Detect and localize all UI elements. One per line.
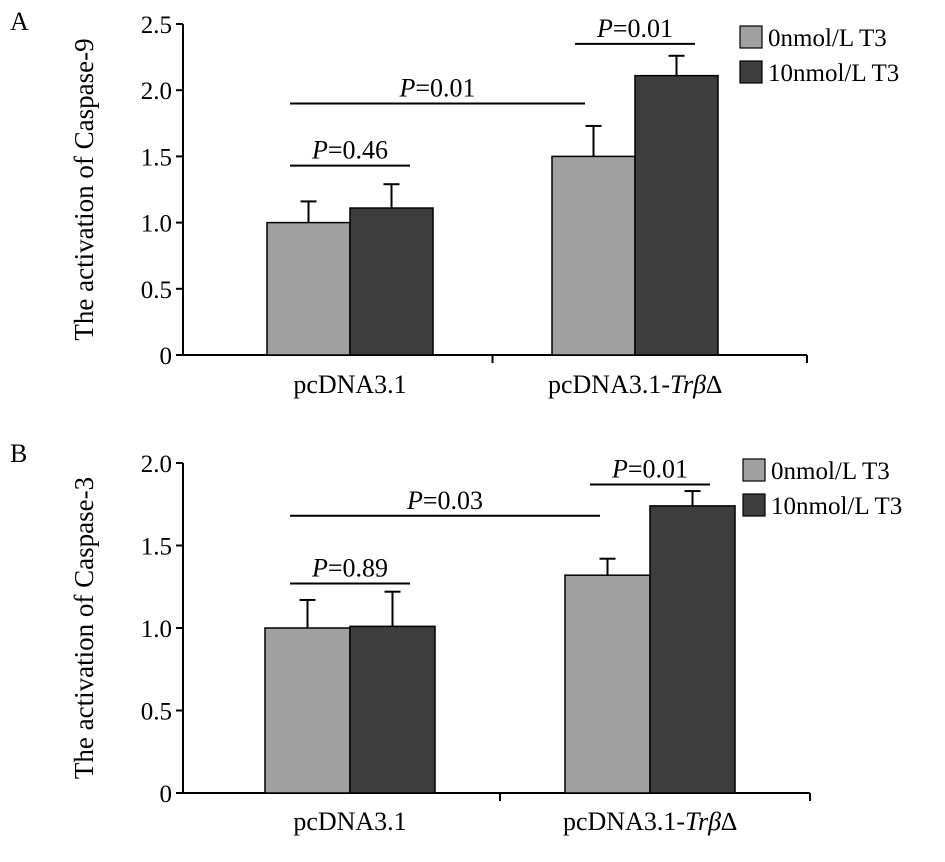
legend-label: 10nmol/L T3 bbox=[768, 60, 899, 87]
significance-value: =0.03 bbox=[423, 486, 483, 515]
y-tick-label: 2.0 bbox=[141, 78, 172, 105]
panel-a: A The activation of Caspase-9 0 0.5 1.0 1.5 2.… bbox=[10, 7, 899, 399]
legend-swatch bbox=[739, 25, 763, 49]
y-tick-label: 0.5 bbox=[141, 699, 172, 726]
x-category-label-main: pcDNA3.1- bbox=[548, 370, 670, 399]
x-category-label: pcDNA3.1 bbox=[293, 370, 406, 399]
panel-b: B The activation of Caspase-3 0 0.5 1.0 1.5 2.… bbox=[10, 439, 902, 836]
significance-value: =0.01 bbox=[613, 14, 673, 43]
y-tick-label: 0 bbox=[160, 343, 173, 370]
legend-swatch bbox=[742, 458, 766, 482]
significance-p: P bbox=[311, 136, 328, 165]
y-tick-label: 2.0 bbox=[141, 451, 172, 478]
significance-p: P bbox=[611, 454, 628, 483]
bar-0nmol-cat1 bbox=[551, 155, 636, 356]
y-tick-label: 1.0 bbox=[141, 616, 172, 643]
y-axis-label: The activation of Caspase-3 bbox=[69, 477, 99, 779]
significance-p: P bbox=[311, 553, 328, 582]
y-tick-label: 0 bbox=[160, 781, 173, 808]
legend-label: 10nmol/L T3 bbox=[771, 493, 902, 520]
x-category-label-main: pcDNA3.1 bbox=[293, 807, 406, 836]
bar-0nmol-cat1 bbox=[564, 574, 651, 794]
legend-swatch bbox=[742, 493, 766, 517]
x-category-label-main: pcDNA3.1- bbox=[563, 807, 685, 836]
x-category-label: pcDNA3.1 bbox=[293, 807, 406, 836]
legend-label: 0nmol/L T3 bbox=[768, 25, 887, 52]
bar-10nmol-cat1 bbox=[649, 505, 736, 794]
bar-0nmol-cat0 bbox=[266, 221, 351, 356]
y-tick-label: 1.0 bbox=[141, 211, 172, 238]
bar-10nmol-cat1 bbox=[634, 74, 719, 356]
significance-label: P=0.03 bbox=[406, 486, 483, 515]
x-category-label-italic: Trβ∆ bbox=[670, 370, 722, 399]
panel-letter: B bbox=[10, 439, 27, 468]
significance-label: P=0.01 bbox=[398, 73, 475, 102]
significance-value: =0.01 bbox=[628, 454, 688, 483]
bar-10nmol-cat0 bbox=[349, 207, 434, 356]
bar-0nmol-cat0 bbox=[264, 627, 351, 794]
x-category-label-italic: Trβ∆ bbox=[685, 807, 737, 836]
y-tick-label: 1.5 bbox=[141, 534, 172, 561]
legend-swatch bbox=[739, 60, 763, 84]
x-category-label: pcDNA3.1-Trβ∆ bbox=[548, 370, 722, 399]
y-axis-label: The activation of Caspase-9 bbox=[69, 38, 99, 340]
bar-10nmol-cat0 bbox=[349, 625, 436, 794]
significance-label: P=0.46 bbox=[311, 136, 388, 165]
significance-value: =0.46 bbox=[328, 136, 388, 165]
y-tick-label: 1.5 bbox=[141, 144, 172, 171]
significance-value: =0.01 bbox=[415, 73, 475, 102]
significance-label: P=0.89 bbox=[311, 553, 388, 582]
x-category-label: pcDNA3.1-Trβ∆ bbox=[563, 807, 737, 836]
legend-label: 0nmol/L T3 bbox=[771, 458, 890, 485]
panel-letter: A bbox=[10, 7, 29, 36]
y-tick-label: 0.5 bbox=[141, 277, 172, 304]
y-tick-label: 2.5 bbox=[141, 12, 172, 39]
x-category-label-main: pcDNA3.1 bbox=[293, 370, 406, 399]
significance-p: P bbox=[406, 486, 423, 515]
significance-value: =0.89 bbox=[328, 553, 388, 582]
significance-label: P=0.01 bbox=[611, 454, 688, 483]
significance-label: P=0.01 bbox=[596, 14, 673, 43]
significance-p: P bbox=[596, 14, 613, 43]
significance-p: P bbox=[398, 73, 415, 102]
